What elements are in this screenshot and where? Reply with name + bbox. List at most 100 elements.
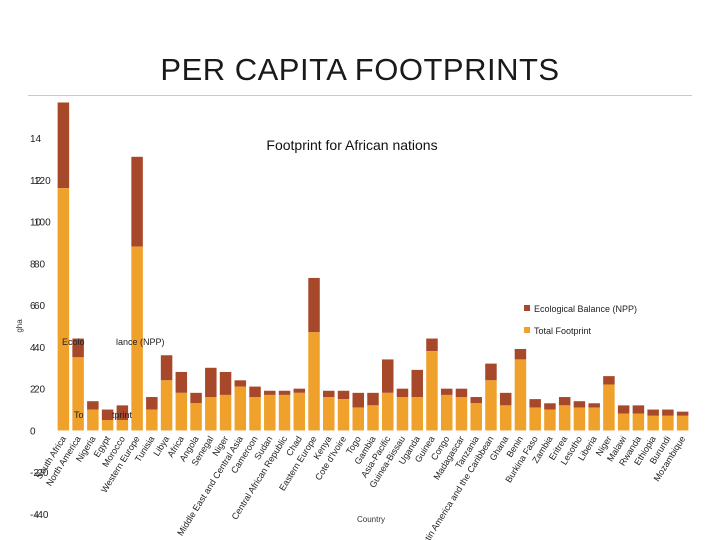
bar-total-footprint xyxy=(190,403,202,431)
bar-total-footprint xyxy=(101,420,114,431)
bar-total-footprint xyxy=(57,188,70,431)
bar-total-footprint xyxy=(426,351,438,431)
bar-total-footprint xyxy=(647,415,659,431)
bar-ecological-balance xyxy=(573,401,586,408)
bar-ecological-balance xyxy=(558,397,571,406)
bar-ecological-balance xyxy=(411,369,423,398)
bar-total-footprint xyxy=(116,420,129,431)
bar-total-footprint xyxy=(323,397,335,431)
y-tick-label: -2 xyxy=(30,468,39,479)
bar-total-footprint xyxy=(146,409,158,431)
bar-total-footprint xyxy=(617,413,630,431)
overlay-text: lance (NPP) xyxy=(116,337,165,347)
bar-ecological-balance xyxy=(396,388,409,398)
bar-total-footprint xyxy=(352,407,365,431)
y-tick-label: 6 xyxy=(30,301,36,312)
bar-total-footprint xyxy=(603,384,615,431)
y-tick-label-overlap: 60 xyxy=(34,301,46,312)
overlay-text: Ecolo xyxy=(62,337,85,347)
bar-ecological-balance xyxy=(499,392,512,406)
bar-ecological-balance xyxy=(440,388,453,395)
bar-total-footprint xyxy=(234,386,247,431)
bar-ecological-balance xyxy=(116,405,129,420)
bar-total-footprint xyxy=(676,415,689,431)
x-axis-title: Country xyxy=(357,515,385,524)
bar-ecological-balance xyxy=(632,405,645,414)
bar-ecological-balance xyxy=(381,359,394,393)
bar-total-footprint xyxy=(499,405,512,431)
bar-ecological-balance xyxy=(160,355,173,381)
y-tick-label: 10 xyxy=(30,218,42,229)
bar-total-footprint xyxy=(558,405,571,431)
bar-ecological-balance xyxy=(323,390,335,398)
bar-ecological-balance xyxy=(249,386,261,398)
bar-ecological-balance xyxy=(544,403,556,410)
overlay-text: tprint xyxy=(112,410,133,420)
bar-total-footprint xyxy=(470,403,482,431)
bar-total-footprint xyxy=(485,380,497,431)
bar-ecological-balance xyxy=(131,156,143,247)
legend-swatch xyxy=(524,305,530,311)
bar-ecological-balance xyxy=(190,392,202,404)
bar-total-footprint xyxy=(381,392,394,431)
bar-total-footprint xyxy=(293,392,306,431)
bar-total-footprint xyxy=(131,246,143,431)
bar-total-footprint xyxy=(160,380,173,431)
bar-ecological-balance xyxy=(293,388,306,393)
y-tick-label: 0 xyxy=(30,426,36,437)
y-tick-label-overlap: -20 xyxy=(34,468,49,479)
overlay-labels: Ecolo lance (NPP) To tprint xyxy=(62,337,165,420)
bar-ecological-balance xyxy=(470,397,482,404)
bar-ecological-balance xyxy=(87,401,99,410)
y-tick-label: 4 xyxy=(30,343,36,354)
y-tick-label: -4 xyxy=(30,510,39,521)
bar-ecological-balance xyxy=(101,409,114,420)
bar-total-footprint xyxy=(249,397,261,431)
legend-swatch xyxy=(524,327,530,333)
bar-total-footprint xyxy=(529,407,541,431)
bar-total-footprint xyxy=(514,359,527,431)
bar-ecological-balance xyxy=(146,397,158,410)
bar-total-footprint xyxy=(219,394,232,431)
overlay-text: To xyxy=(74,410,84,420)
bar-total-footprint xyxy=(411,397,423,431)
bar-total-footprint xyxy=(632,413,645,431)
legend-label: Ecological Balance (NPP) xyxy=(534,304,637,314)
bar-ecological-balance xyxy=(676,411,689,416)
bar-ecological-balance xyxy=(234,380,247,387)
bar-total-footprint xyxy=(205,397,217,431)
bar-total-footprint xyxy=(588,407,600,431)
bar-ecological-balance xyxy=(205,367,217,398)
y-tick-label-overlap: 20 xyxy=(34,385,46,396)
bar-ecological-balance xyxy=(337,390,350,400)
bar-total-footprint xyxy=(308,332,320,431)
slide-title: PER CAPITA FOOTPRINTS xyxy=(160,52,560,87)
bar-total-footprint xyxy=(455,397,468,431)
bar-ecological-balance xyxy=(529,399,541,408)
bar-total-footprint xyxy=(72,357,84,431)
title-divider xyxy=(28,95,692,96)
bar-ecological-balance xyxy=(308,277,320,333)
bar-total-footprint xyxy=(396,397,409,431)
bar-total-footprint xyxy=(264,394,276,431)
y-tick-label-overlap: 100 xyxy=(34,218,51,229)
bar-total-footprint xyxy=(662,415,674,431)
bar-total-footprint xyxy=(337,399,350,431)
bar-ecological-balance xyxy=(352,392,365,408)
bar-ecological-balance xyxy=(662,409,674,416)
y-axis-title: gha xyxy=(15,319,24,333)
bar-ecological-balance xyxy=(264,390,276,395)
legend: Ecological Balance (NPP) Total Footprint xyxy=(524,304,637,336)
bar-ecological-balance xyxy=(588,403,600,408)
bar-ecological-balance xyxy=(72,338,84,358)
bar-ecological-balance xyxy=(278,390,291,395)
bar-total-footprint xyxy=(367,405,379,431)
bar-total-footprint xyxy=(440,394,453,431)
y-tick-label: 14 xyxy=(30,134,42,145)
y-tick-label-overlap: -40 xyxy=(34,510,49,521)
bar-total-footprint xyxy=(544,409,556,431)
y-tick-label: 8 xyxy=(30,259,36,270)
